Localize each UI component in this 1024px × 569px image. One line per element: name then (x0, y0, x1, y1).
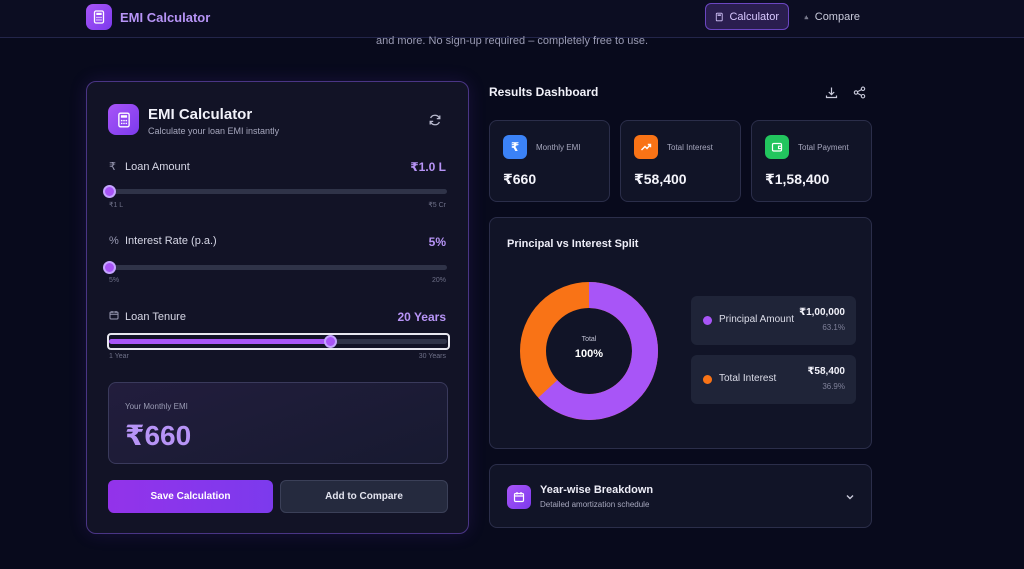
interest-rate-value: 5% (428, 235, 446, 249)
loan-tenure-slider[interactable] (109, 335, 447, 348)
interest-rate-min: 5% (109, 277, 120, 284)
legend-principal: Principal Amount ₹1,00,000 63.1% (691, 296, 856, 345)
interest-rate-slider[interactable] (103, 261, 447, 274)
legend-label: Total Interest (719, 373, 777, 384)
principal-interest-split-card: Principal vs Interest Split Total 100% P… (489, 217, 872, 449)
donut-principal-segment (520, 282, 658, 420)
nav-calculator-button[interactable]: Calculator (705, 3, 789, 30)
top-navbar: EMI Calculator Calculator Compare (0, 0, 1024, 38)
download-icon[interactable] (825, 86, 838, 99)
loan-tenure-label: Loan Tenure (109, 310, 186, 323)
loan-amount-min: ₹1 L (109, 202, 124, 209)
interest-rate-label-text: Interest Rate (p.a.) (125, 235, 217, 247)
split-title: Principal vs Interest Split (507, 238, 639, 250)
save-calculation-button[interactable]: Save Calculation (108, 480, 273, 513)
nav-calculator-label: Calculator (729, 10, 779, 23)
loan-tenure-slider-thumb[interactable] (324, 335, 338, 348)
loan-tenure-label-text: Loan Tenure (125, 310, 186, 323)
loan-amount-value: ₹1.0 L (410, 160, 446, 174)
calculator-card: EMI Calculator Calculate your loan EMI i… (86, 81, 469, 534)
loan-amount-label: ₹ Loan Amount (109, 160, 190, 174)
calculator-icon (715, 12, 723, 21)
breakdown-title: Year-wise Breakdown (540, 484, 654, 496)
loan-tenure-value: 20 Years (397, 310, 447, 324)
loan-tenure-max: 30 Years (418, 353, 446, 360)
nav-compare-label: Compare (814, 10, 860, 23)
tenure-slider-focus-ring (107, 333, 450, 350)
breakdown-subtitle: Detailed amortization schedule (540, 500, 650, 509)
legend-label: Principal Amount (719, 314, 795, 325)
monthly-emi-label: Your Monthly EMI (125, 402, 188, 411)
monthly-emi-value: ₹660 (125, 420, 192, 451)
percent-icon: % (109, 235, 119, 247)
loan-tenure-slider-fill (109, 339, 331, 344)
donut-chart (520, 282, 658, 420)
donut-center: Total 100% (518, 280, 660, 422)
monthly-emi-box: Your Monthly EMI ₹660 (108, 382, 448, 464)
legend-amount: ₹1,00,000 (799, 307, 845, 318)
year-wise-breakdown-card[interactable]: Year-wise Breakdown Detailed amortizatio… (489, 464, 872, 528)
bar-chart-icon (804, 15, 809, 19)
legend-percent: 63.1% (822, 323, 845, 332)
stat-card-total-interest: Total Interest ₹58,400 (620, 120, 741, 202)
loan-tenure-min: 1 Year (109, 353, 129, 360)
stat-value: ₹58,400 (634, 171, 687, 187)
results-dashboard-title: Results Dashboard (489, 85, 599, 99)
calendar-icon (109, 310, 125, 323)
calendar-icon (507, 485, 531, 509)
nav-compare-button[interactable]: Compare (795, 3, 869, 30)
rupee-icon: ₹ (109, 161, 116, 173)
chevron-down-icon[interactable] (844, 491, 856, 503)
stat-label: Monthly EMI (536, 143, 581, 152)
donut-center-value: 100% (574, 348, 604, 360)
stat-value: ₹660 (503, 171, 537, 187)
calculator-icon (108, 104, 139, 135)
trending-up-icon (634, 135, 658, 159)
donut-center-label: Total (581, 336, 597, 343)
legend-dot-principal (703, 316, 712, 325)
refresh-icon[interactable] (428, 113, 442, 127)
calculator-subtitle: Calculate your loan EMI instantly (148, 126, 280, 136)
brand[interactable]: EMI Calculator (86, 4, 210, 30)
loan-amount-label-text: Loan Amount (125, 160, 190, 173)
loan-amount-max: ₹5 Cr (428, 202, 446, 209)
legend-dot-interest (703, 375, 712, 384)
loan-amount-slider-thumb[interactable] (103, 185, 116, 198)
stat-label: Total Interest (667, 143, 713, 152)
loan-amount-slider[interactable] (103, 185, 447, 198)
wallet-icon (765, 135, 789, 159)
rupee-icon: ₹ (503, 135, 527, 159)
interest-rate-label: % Interest Rate (p.a.) (109, 235, 217, 247)
legend-percent: 36.9% (822, 382, 845, 391)
brand-name: EMI Calculator (120, 9, 211, 25)
add-to-compare-button[interactable]: Add to Compare (280, 480, 448, 513)
stat-label: Total Payment (798, 143, 849, 152)
stat-card-total-payment: Total Payment ₹1,58,400 (751, 120, 872, 202)
calculator-title: EMI Calculator (148, 106, 253, 123)
tagline: and more. No sign-up required – complete… (375, 35, 649, 47)
calculator-logo-icon (86, 4, 112, 30)
stat-value: ₹1,58,400 (765, 171, 830, 187)
share-icon[interactable] (853, 86, 866, 99)
legend-interest: Total Interest ₹58,400 36.9% (691, 355, 856, 404)
stat-card-monthly-emi: ₹ Monthly EMI ₹660 (489, 120, 610, 202)
interest-rate-max: 20% (431, 277, 446, 284)
legend-amount: ₹58,400 (807, 366, 845, 377)
interest-rate-slider-thumb[interactable] (103, 261, 116, 274)
